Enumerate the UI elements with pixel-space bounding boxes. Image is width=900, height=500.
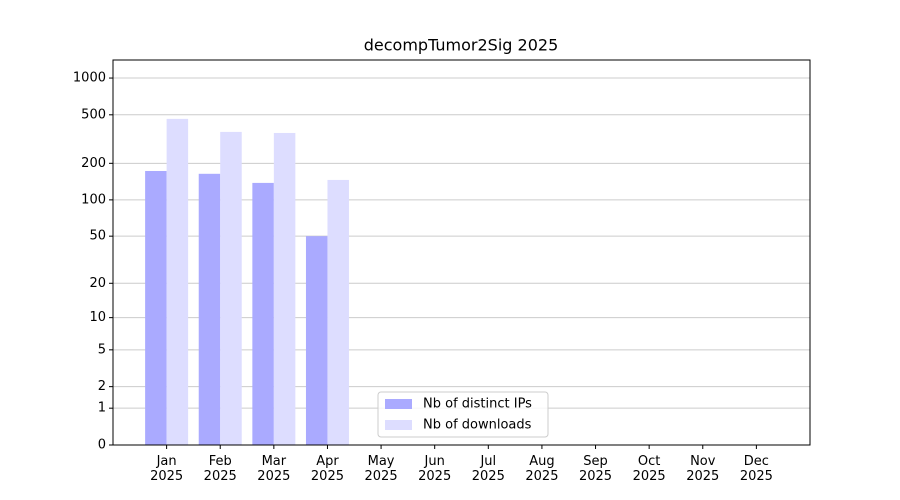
legend: Nb of distinct IPs Nb of downloads xyxy=(377,391,549,438)
bar xyxy=(273,132,296,445)
y-tick-label: 1 xyxy=(98,401,106,416)
x-tick-label: Mar 2025 xyxy=(257,454,291,484)
x-tick-label: Dec 2025 xyxy=(739,454,773,484)
y-tick-label: 1000 xyxy=(73,71,106,86)
x-tick-label: Jun 2025 xyxy=(418,454,452,484)
bar xyxy=(145,170,167,445)
y-tick-label: 0 xyxy=(98,438,106,453)
bar xyxy=(198,173,221,446)
bar xyxy=(166,118,189,445)
bar xyxy=(327,179,349,445)
y-tick-label: 500 xyxy=(81,107,106,122)
x-tick-label: May 2025 xyxy=(364,454,398,484)
y-tick-label: 200 xyxy=(81,156,106,171)
y-tick-label: 100 xyxy=(81,192,106,207)
x-tick-label: Apr 2025 xyxy=(310,454,344,484)
chart-title: decompTumor2Sig 2025 xyxy=(364,36,559,55)
x-tick-label: Sep 2025 xyxy=(578,454,613,484)
y-tick-label: 5 xyxy=(98,342,106,357)
legend-label: Nb of distinct IPs xyxy=(423,397,532,412)
legend-label: Nb of downloads xyxy=(423,418,532,433)
x-tick-label: Oct 2025 xyxy=(632,454,666,484)
x-tick-label: Aug 2025 xyxy=(525,454,559,484)
plot-frame xyxy=(112,59,811,446)
x-tick-label: Jul 2025 xyxy=(471,454,505,484)
bar xyxy=(220,131,242,445)
x-tick-label: Feb 2025 xyxy=(203,454,237,484)
legend-swatch xyxy=(385,399,412,409)
legend-swatch xyxy=(385,420,412,430)
y-tick-label: 50 xyxy=(89,229,106,244)
bar xyxy=(252,182,274,446)
bar xyxy=(305,236,328,445)
x-tick-label: Nov 2025 xyxy=(686,454,720,484)
y-tick-label: 10 xyxy=(89,310,106,325)
y-tick-label: 2 xyxy=(98,379,106,394)
legend-box xyxy=(377,391,549,438)
x-tick-label: Jan 2025 xyxy=(150,454,184,484)
y-tick-label: 20 xyxy=(89,276,106,291)
